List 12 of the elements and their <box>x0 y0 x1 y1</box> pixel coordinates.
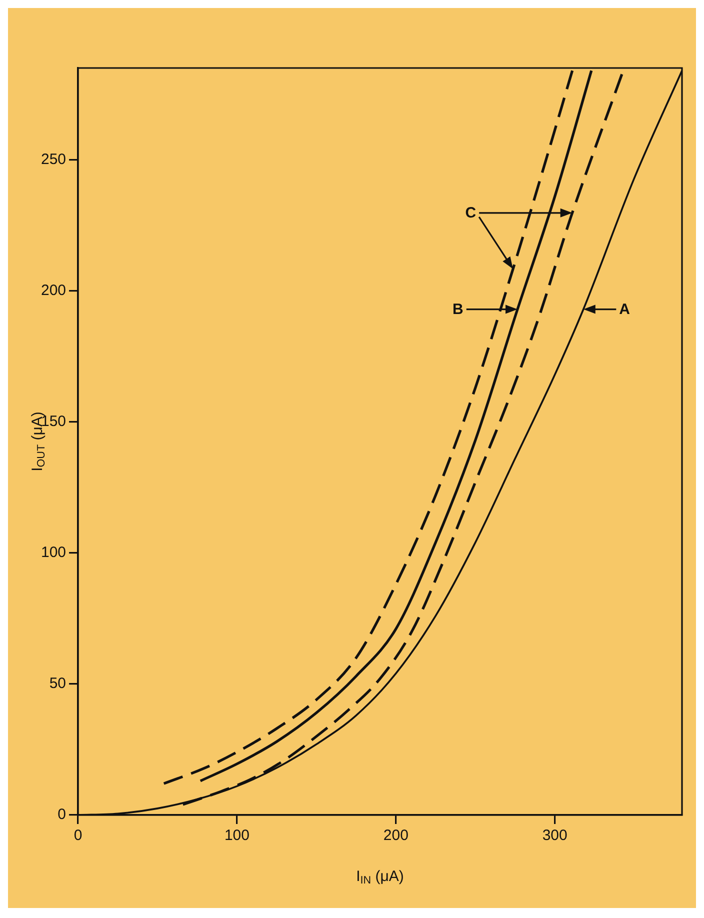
x-tick-label: 200 <box>383 827 408 844</box>
x-tick-label: 100 <box>224 827 250 844</box>
x-tick-label: 0 <box>74 827 82 844</box>
y-tick-label: 50 <box>49 675 66 692</box>
annotation: A <box>619 300 630 318</box>
y-tick-label: 250 <box>40 150 66 168</box>
annotation: B <box>452 300 464 318</box>
x-tick-label: 300 <box>542 827 568 844</box>
y-tick-label: 0 <box>58 806 66 824</box>
y-tick-label: 100 <box>40 544 66 562</box>
annotation: C <box>465 204 476 222</box>
y-tick-label: 200 <box>40 282 66 299</box>
